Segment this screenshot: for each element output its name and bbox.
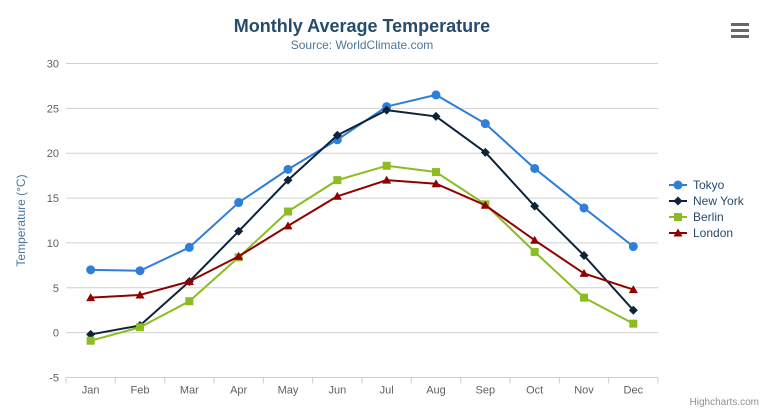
square-marker-icon [669,213,687,221]
svg-text:Jun: Jun [328,385,346,397]
legend: Tokyo New York Berlin London [668,177,744,241]
svg-text:-5: -5 [49,373,59,385]
legend-item-new-york[interactable]: New York [668,193,744,209]
legend-label: Berlin [693,210,724,224]
svg-text:Feb: Feb [131,385,150,397]
svg-text:Aug: Aug [426,385,446,397]
svg-text:Jan: Jan [82,385,100,397]
legend-label: London [693,226,734,240]
svg-text:Apr: Apr [230,385,247,397]
svg-text:15: 15 [47,193,59,205]
y-axis-title: Temperature (°C) [14,174,28,266]
svg-text:May: May [278,385,299,397]
series-new-york[interactable] [86,105,638,339]
triangle-marker-icon [669,228,687,237]
circle-marker-icon [669,180,687,190]
y-axis-labels: -5 0 5 10 15 20 25 30 [47,59,59,385]
svg-text:10: 10 [47,238,59,250]
diamond-marker-icon [669,196,687,206]
legend-item-london[interactable]: London [668,225,744,241]
x-axis-labels: Jan Feb Mar Apr May Jun Jul Aug Sep Oct Nov Dec [82,385,644,397]
svg-text:25: 25 [47,103,59,115]
svg-text:Oct: Oct [526,385,543,397]
svg-text:30: 30 [47,59,59,71]
svg-text:Nov: Nov [574,385,594,397]
svg-text:20: 20 [47,148,59,160]
series-london[interactable] [86,175,638,302]
chart-subtitle: Source: WorldClimate.com [290,38,434,52]
svg-text:0: 0 [53,328,59,340]
legend-item-tokyo[interactable]: Tokyo [668,177,744,193]
svg-text:Jul: Jul [380,385,394,397]
svg-text:Sep: Sep [476,385,496,397]
svg-text:5: 5 [53,283,59,295]
y-gridlines [66,63,658,378]
svg-text:Mar: Mar [180,385,199,397]
series-tokyo[interactable] [86,90,638,276]
export-menu-button[interactable] [731,23,749,38]
x-axis [65,377,659,384]
legend-label: New York [693,194,744,208]
hamburger-menu-icon [731,23,749,38]
chart-title: Monthly Average Temperature [233,16,491,36]
svg-text:Dec: Dec [624,385,644,397]
legend-label: Tokyo [693,178,725,192]
legend-item-berlin[interactable]: Berlin [668,209,744,225]
credits-link[interactable]: Highcharts.com [689,397,759,408]
